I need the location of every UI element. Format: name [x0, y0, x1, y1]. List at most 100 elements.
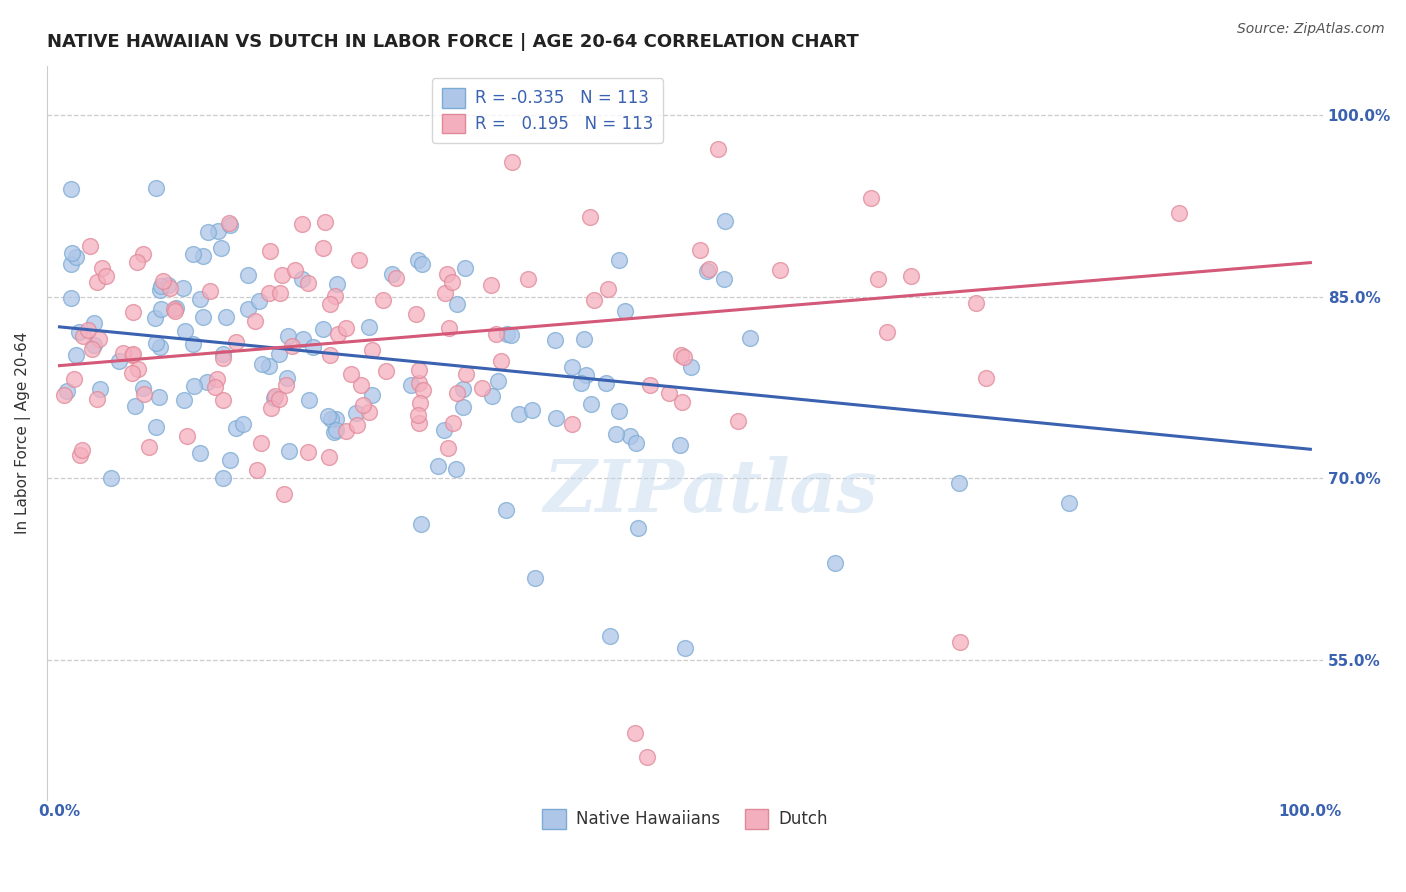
Point [87, 332, 110, 346]
Point [409, 517, 432, 532]
Point [640, 378, 662, 392]
Point [595, 376, 617, 391]
Point [232, 417, 254, 432]
Point [350, 378, 373, 392]
Point [70, 442, 93, 457]
Point [267, 347, 290, 361]
Point [205, 371, 228, 385]
Point [250, 357, 273, 371]
Point [707, 142, 730, 156]
Point [83, 338, 105, 352]
Point [197, 225, 219, 239]
Point [323, 288, 346, 302]
Point [193, 310, 215, 324]
Point [495, 503, 517, 517]
Point [713, 272, 735, 286]
Point [451, 382, 474, 396]
Point [607, 403, 630, 417]
Point [479, 277, 502, 292]
Point [314, 215, 336, 229]
Point [578, 211, 600, 225]
Point [471, 381, 494, 395]
Point [636, 750, 658, 764]
Point [204, 380, 226, 394]
Point [561, 417, 583, 432]
Point [769, 262, 792, 277]
Point [143, 311, 166, 326]
Point [145, 420, 167, 434]
Point [352, 398, 374, 412]
Point [297, 444, 319, 458]
Point [276, 329, 298, 343]
Point [344, 406, 367, 420]
Point [441, 417, 464, 431]
Point [83, 316, 105, 330]
Point [406, 408, 429, 422]
Point [520, 403, 543, 417]
Point [65, 348, 87, 362]
Point [212, 471, 235, 485]
Point [195, 375, 218, 389]
Point [225, 335, 247, 350]
Point [740, 331, 762, 345]
Point [145, 181, 167, 195]
Point [673, 640, 696, 655]
Point [481, 389, 503, 403]
Point [260, 401, 283, 415]
Point [243, 313, 266, 327]
Point [673, 350, 696, 364]
Point [62, 372, 84, 386]
Point [574, 368, 596, 383]
Point [596, 282, 619, 296]
Point [436, 268, 458, 282]
Point [79, 239, 101, 253]
Point [411, 257, 433, 271]
Point [188, 292, 211, 306]
Point [451, 400, 474, 414]
Point [696, 264, 718, 278]
Point [149, 283, 172, 297]
Text: NATIVE HAWAIIAN VS DUTCH IN LABOR FORCE | AGE 20-64 CORRELATION CHART: NATIVE HAWAIIAN VS DUTCH IN LABOR FORCE … [46, 33, 859, 51]
Point [316, 409, 339, 424]
Point [89, 382, 111, 396]
Point [121, 348, 143, 362]
Point [489, 354, 512, 368]
Point [669, 348, 692, 362]
Point [108, 354, 131, 368]
Point [523, 571, 546, 585]
Point [319, 297, 342, 311]
Point [236, 268, 259, 282]
Point [948, 475, 970, 490]
Point [359, 320, 381, 334]
Point [263, 389, 285, 403]
Point [409, 395, 432, 409]
Point [335, 321, 357, 335]
Point [269, 286, 291, 301]
Point [149, 340, 172, 354]
Point [900, 268, 922, 283]
Point [122, 347, 145, 361]
Point [284, 263, 307, 277]
Point [385, 270, 408, 285]
Point [427, 458, 450, 473]
Point [152, 274, 174, 288]
Point [59, 256, 82, 270]
Point [1057, 495, 1080, 509]
Point [624, 436, 647, 450]
Point [297, 276, 319, 290]
Point [312, 322, 335, 336]
Point [347, 253, 370, 268]
Point [65, 250, 87, 264]
Point [544, 333, 567, 347]
Point [516, 272, 538, 286]
Point [127, 362, 149, 376]
Point [456, 368, 478, 382]
Point [291, 271, 314, 285]
Point [405, 307, 427, 321]
Point [546, 410, 568, 425]
Point [159, 281, 181, 295]
Legend: Native Hawaiians, Dutch: Native Hawaiians, Dutch [536, 803, 834, 835]
Point [561, 360, 583, 375]
Point [209, 241, 232, 255]
Point [60, 292, 83, 306]
